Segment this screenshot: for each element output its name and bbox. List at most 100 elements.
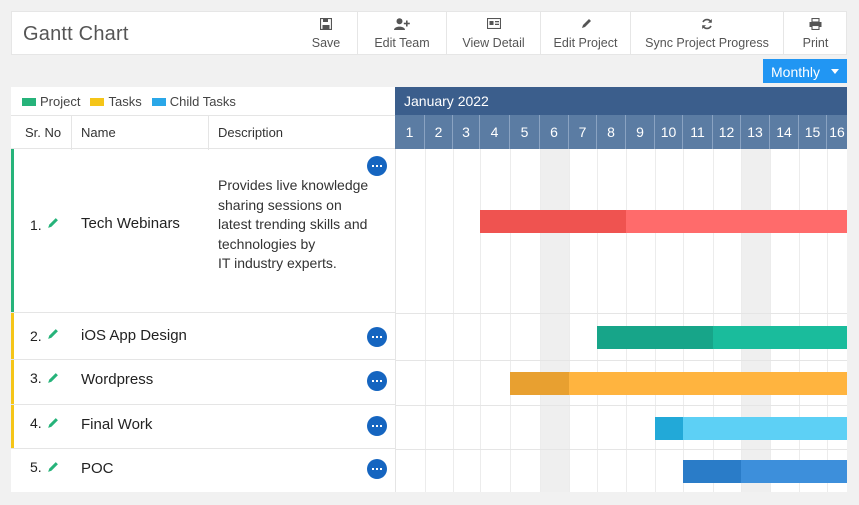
- edit-pencil-icon[interactable]: [46, 328, 59, 346]
- view-mode-select[interactable]: Monthly: [763, 59, 847, 83]
- gantt-panel: Project Tasks Child Tasks Sr. No Name De…: [11, 87, 847, 492]
- print-button[interactable]: Print: [783, 12, 847, 55]
- table-row[interactable]: 4. Final Work: [11, 405, 395, 449]
- legend-swatch: [22, 97, 36, 106]
- column-header-description[interactable]: Description: [218, 125, 284, 140]
- day-header: 16: [826, 115, 847, 149]
- timeline-days: 1 2 3 4 5 6 7 8 9 10 11 12 13 14 15 16: [395, 115, 847, 149]
- app-title: Gantt Chart: [23, 23, 129, 45]
- legend-label: Tasks: [108, 94, 142, 109]
- row-type-accent: [11, 313, 14, 359]
- gantt-bar-remaining[interactable]: [683, 417, 847, 440]
- grid-line: [480, 149, 481, 492]
- more-options-icon[interactable]: [367, 459, 387, 479]
- row-name: iOS App Design: [81, 327, 187, 344]
- edit-pencil-icon[interactable]: [46, 217, 59, 235]
- day-header: 5: [509, 115, 539, 149]
- view-detail-button[interactable]: View Detail: [446, 12, 540, 55]
- save-label: Save: [311, 36, 341, 50]
- table-row[interactable]: 3. Wordpress: [11, 360, 395, 405]
- row-number: 3.: [30, 370, 42, 386]
- grid-line: [510, 149, 511, 492]
- row-number: 5.: [30, 459, 42, 475]
- caret-down-icon: [831, 69, 839, 74]
- grid-line: [683, 149, 684, 492]
- row-type-accent: [11, 405, 14, 448]
- column-header-srno[interactable]: Sr. No: [25, 125, 62, 140]
- day-header: 14: [769, 115, 798, 149]
- legend-label: Project: [40, 94, 81, 109]
- sync-progress-label: Sync Project Progress: [645, 36, 769, 50]
- refresh-icon: [631, 18, 783, 34]
- sync-progress-button[interactable]: Sync Project Progress: [630, 12, 783, 55]
- row-divider: [396, 360, 847, 361]
- save-button[interactable]: Save: [294, 12, 358, 55]
- day-header: 10: [654, 115, 682, 149]
- legend: Project Tasks Child Tasks: [22, 94, 246, 109]
- gantt-bar-remaining[interactable]: [741, 460, 847, 483]
- save-icon: [294, 18, 358, 34]
- pencil-icon: [541, 18, 630, 34]
- table-row[interactable]: 5. POC: [11, 449, 395, 492]
- legend-swatch: [90, 97, 105, 106]
- weekend-shade: [540, 149, 569, 492]
- day-header: 6: [539, 115, 568, 149]
- grid-line: [655, 149, 656, 492]
- weekend-shade: [741, 149, 770, 492]
- row-divider: [396, 449, 847, 450]
- edit-pencil-icon[interactable]: [46, 461, 59, 479]
- edit-pencil-icon[interactable]: [46, 417, 59, 435]
- gantt-bar-remaining[interactable]: [626, 210, 847, 233]
- gantt-bar-remaining[interactable]: [569, 372, 847, 395]
- grid-line: [540, 149, 541, 492]
- row-name: Wordpress: [81, 371, 154, 388]
- edit-team-button[interactable]: Edit Team: [357, 12, 446, 55]
- print-label: Print: [802, 36, 829, 50]
- column-header-name[interactable]: Name: [81, 125, 116, 140]
- row-type-accent: [11, 149, 14, 312]
- printer-icon: [784, 18, 847, 34]
- grid-line: [453, 149, 454, 492]
- gantt-bar-progress[interactable]: [510, 372, 569, 395]
- legend-item-tasks: Tasks: [90, 94, 142, 109]
- legend-swatch: [151, 97, 166, 106]
- more-options-icon[interactable]: [367, 327, 387, 347]
- row-type-accent: [11, 360, 14, 404]
- grid-line: [741, 149, 742, 492]
- more-options-icon[interactable]: [367, 371, 387, 391]
- gantt-bar-progress[interactable]: [597, 326, 713, 349]
- row-number: 4.: [30, 415, 42, 431]
- edit-pencil-icon[interactable]: [46, 372, 59, 390]
- user-plus-icon: [358, 18, 446, 34]
- view-detail-label: View Detail: [462, 36, 525, 50]
- table-row[interactable]: 2. iOS App Design: [11, 313, 395, 360]
- gantt-bar-remaining[interactable]: [713, 326, 847, 349]
- gantt-bar-progress[interactable]: [655, 417, 683, 440]
- row-divider: [396, 313, 847, 314]
- gantt-bar-progress[interactable]: [683, 460, 741, 483]
- row-description: Provides live knowledge sharing sessions…: [218, 177, 369, 272]
- row-divider: [396, 405, 847, 406]
- toolbar: Gantt Chart Save Edit Team View Detail E…: [11, 11, 847, 55]
- column-divider: [71, 116, 72, 150]
- more-options-icon[interactable]: [367, 156, 387, 176]
- day-header: 15: [798, 115, 826, 149]
- column-divider: [208, 116, 209, 150]
- gantt-timeline: [395, 149, 847, 492]
- row-name: Tech Webinars: [81, 215, 180, 232]
- grid-line: [569, 149, 570, 492]
- gantt-bar-progress[interactable]: [480, 210, 626, 233]
- grid-line: [626, 149, 627, 492]
- id-card-icon: [447, 18, 540, 34]
- day-header: 3: [452, 115, 479, 149]
- row-number: 2.: [30, 328, 42, 344]
- table-row[interactable]: 1. Tech Webinars Provides live knowledge…: [11, 149, 395, 313]
- day-header: 11: [682, 115, 712, 149]
- grid-line: [425, 149, 426, 492]
- day-header: 8: [596, 115, 625, 149]
- more-options-icon[interactable]: [367, 416, 387, 436]
- edit-project-button[interactable]: Edit Project: [540, 12, 630, 55]
- edit-team-label: Edit Team: [374, 36, 430, 50]
- legend-item-project: Project: [22, 94, 80, 109]
- timeline-month: January 2022: [395, 87, 847, 115]
